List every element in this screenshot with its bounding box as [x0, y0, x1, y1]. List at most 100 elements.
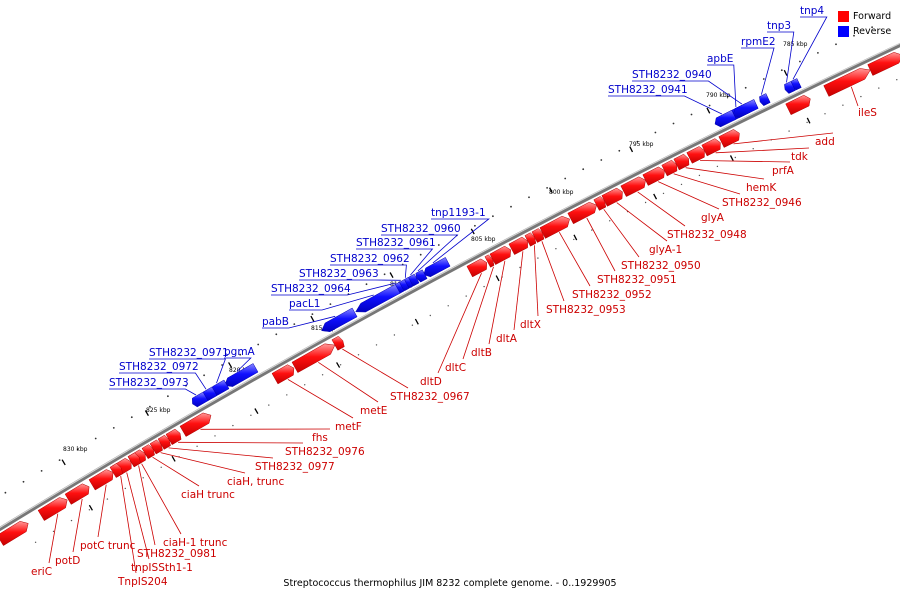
forward-feature-bar [271, 364, 295, 385]
scale-dot [672, 122, 675, 125]
gene-label-sth8232-0951: STH8232_0951 [597, 274, 677, 286]
gene-label-tnp3: tnp3 [767, 20, 791, 32]
leader-ciah-trunc [152, 456, 200, 487]
leader-dltd [437, 273, 482, 374]
forward-feature-bar [149, 439, 163, 455]
gene-label-prfa: prfA [772, 165, 795, 177]
leader-sth8232-0946 [673, 173, 741, 195]
leader-tnp1193-1 [431, 218, 490, 264]
leader-dltx [534, 245, 539, 317]
legend-forward: Forward [838, 9, 891, 24]
scale-dot [853, 34, 855, 37]
scale-dot [34, 541, 37, 543]
gene-label-sth8232-0964: STH8232_0964 [271, 283, 351, 295]
gene-label-glya: glyA [701, 212, 725, 224]
kbp-tick-mark [88, 504, 93, 511]
leader-sth8232-0962 [330, 264, 407, 278]
gene-label-sth8232-0952: STH8232_0952 [572, 289, 652, 301]
scale-dot [185, 384, 187, 387]
scale-dot [321, 374, 324, 376]
scale-dot [896, 79, 898, 81]
scale-dot [286, 394, 288, 396]
kbp-tick-mark [414, 318, 419, 325]
gene-label-apbe: apbE [707, 53, 733, 65]
forward-feature-bar [37, 497, 68, 521]
leader-ciah-1-trunc [141, 463, 182, 535]
leader-hemk [685, 167, 765, 180]
scale-dot [275, 333, 278, 336]
scale-dot [203, 374, 206, 377]
leader-sth8232-0981 [138, 465, 156, 546]
scale-dot [419, 253, 422, 256]
gene-label-pgma: pgmA [224, 346, 256, 358]
reverse-feature-bar [423, 257, 451, 278]
scale-dot [375, 344, 378, 346]
scale-dot [636, 140, 639, 143]
scale-dot [799, 60, 801, 63]
scale-dot [483, 285, 485, 288]
scale-dot [510, 205, 512, 208]
leader-dltb [488, 260, 506, 345]
forward-feature-bar [489, 245, 511, 265]
genome-caption: Streptococcus thermophilus JIM 8232 comp… [283, 578, 617, 589]
leader-glya [658, 181, 720, 210]
forward-feature-bar [466, 258, 487, 278]
scale-dot [214, 435, 216, 437]
gene-label-metf: metF [335, 421, 362, 433]
leader-sth8232-0953 [541, 241, 565, 302]
scale-dot [268, 404, 270, 406]
forward-swatch [838, 11, 849, 22]
kbp-tick-mark [629, 146, 634, 153]
scale-dot [680, 183, 683, 186]
gene-label-eric: eriC [31, 566, 52, 578]
gene-label-dltd: dltD [420, 376, 442, 388]
scale-dot [88, 509, 91, 511]
scale-dot [788, 130, 790, 132]
kbp-tick-mark [171, 455, 176, 462]
scale-dot [780, 69, 783, 72]
gene-label-sth8232-0948: STH8232_0948 [667, 229, 747, 241]
kbp-tick-label: 795 kbp [629, 141, 654, 148]
gene-label-tnpissth1-1: tnpISSth1-1 [131, 562, 193, 574]
leader-iles [850, 86, 859, 107]
kbp-tick-mark [653, 193, 658, 200]
forward-feature-bar [0, 521, 29, 546]
forward-feature-bar [539, 215, 570, 239]
leader-sth8232-0971 [149, 358, 226, 384]
reverse-feature-bar [732, 99, 759, 118]
kbp-tick-label: 830 kbp [63, 446, 88, 453]
scale-dot [106, 498, 109, 500]
scale-dot [257, 343, 260, 346]
scale-dot [130, 416, 133, 419]
forward-feature-bar [823, 68, 871, 97]
genome-backbone [0, 43, 900, 532]
scale-dots [4, 26, 898, 543]
leader-sth8232-0977 [168, 447, 274, 459]
scale-dot [860, 95, 862, 98]
reverse-feature-bar [714, 109, 737, 128]
scale-dot [582, 168, 585, 171]
reverse-feature-bar [784, 81, 796, 94]
leader-pabb [262, 315, 336, 329]
scale-dot [357, 354, 360, 356]
scale-dot [52, 530, 55, 533]
reverse-feature-bar [415, 269, 428, 283]
gene-label-dlta: dltA [496, 333, 518, 345]
forward-feature-bar [620, 176, 646, 197]
leader-apbe [707, 64, 737, 108]
leader-potd [72, 498, 83, 553]
scale-dot [654, 131, 657, 134]
scale-dot [564, 177, 567, 180]
gene-label-tnp1193-1: tnp1193-1 [431, 207, 486, 219]
gene-label-sth8232-0972: STH8232_0972 [119, 361, 199, 373]
scale-dot [662, 192, 665, 195]
forward-feature-bar [141, 444, 155, 460]
forward-feature-bar [109, 463, 123, 478]
forward-feature-bar [291, 343, 336, 373]
scale-dot [537, 257, 539, 259]
leader-sth8232-0950 [603, 209, 640, 258]
scale-dot [474, 224, 476, 227]
scale-dot [239, 353, 242, 356]
leader-metf [287, 379, 354, 419]
